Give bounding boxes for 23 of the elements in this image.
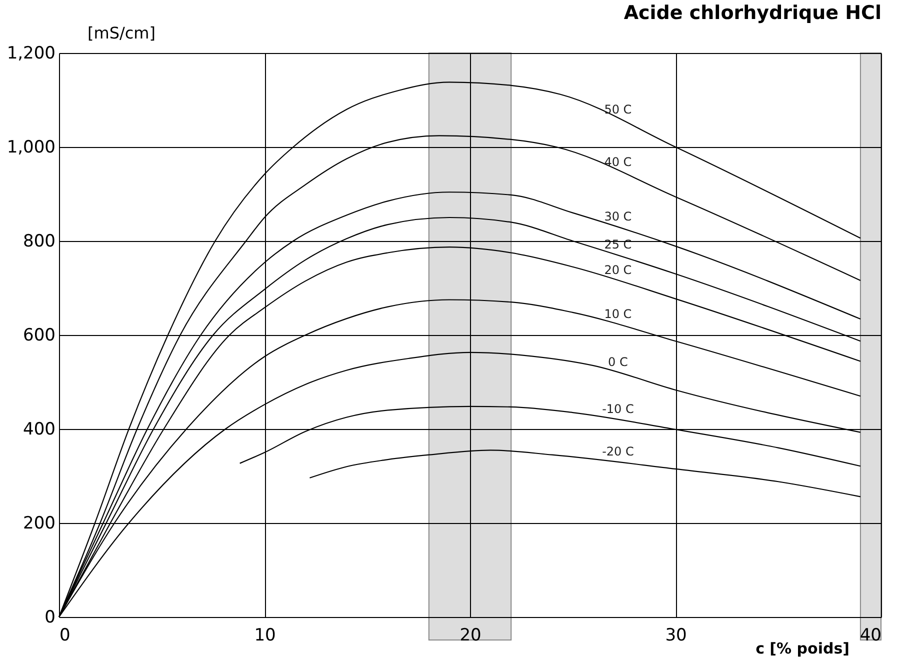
y-tick-label: 400 xyxy=(23,420,56,440)
series-label: 10 C xyxy=(604,307,632,322)
y-tick-label: 200 xyxy=(23,514,56,534)
series-label: 0 C xyxy=(608,354,628,369)
y-tick-label: 1,000 xyxy=(6,138,56,158)
chart-title: Acide chlorhydrique HCl xyxy=(624,2,882,24)
x-tick-label: 10 xyxy=(254,626,276,646)
series-label: 30 C xyxy=(604,209,632,224)
x-tick-label: 40 xyxy=(860,626,882,646)
series-label: -20 C xyxy=(602,444,634,458)
series-label: 40 C xyxy=(604,154,632,169)
y-axis-title: [mS/cm] xyxy=(88,24,156,42)
x-tick-label: 30 xyxy=(665,626,687,646)
x-tick-label: 20 xyxy=(460,626,482,646)
series-label: 50 C xyxy=(604,102,632,117)
series-label: 20 C xyxy=(604,262,632,277)
y-tick-label: 0 xyxy=(44,608,56,628)
x-tick-label: 0 xyxy=(60,626,70,646)
x-axis-title: c [% poids] xyxy=(756,640,850,658)
series-label: -10 C xyxy=(602,402,634,416)
y-tick-label: 600 xyxy=(23,326,56,346)
y-tick-label: 1,200 xyxy=(6,44,56,64)
y-tick-label: 800 xyxy=(23,232,56,252)
